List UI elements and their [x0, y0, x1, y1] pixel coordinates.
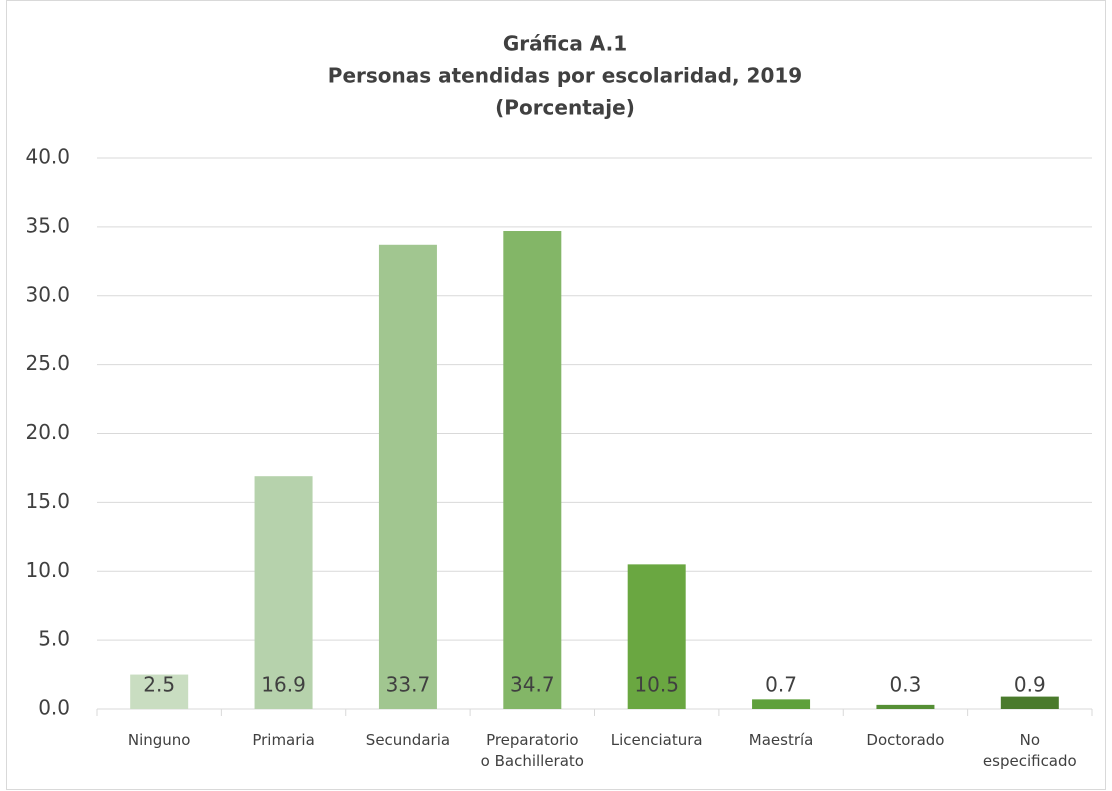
x-tick-label: Preparatorio o Bachillerato	[480, 731, 584, 770]
chart-title: (Porcentaje)	[495, 96, 635, 120]
data-label: 2.5	[143, 673, 175, 697]
data-label: 33.7	[386, 673, 431, 697]
x-tick-label: Primaria	[252, 731, 315, 749]
bar	[627, 564, 686, 709]
bar	[254, 476, 313, 709]
bar	[876, 704, 935, 709]
y-tick-label: 15.0	[25, 489, 70, 513]
x-tick-label: Secundaria	[365, 731, 451, 749]
y-tick-label: 20.0	[25, 420, 70, 444]
bar	[1000, 696, 1059, 709]
data-label: 0.7	[765, 673, 797, 697]
x-tick-label: No especificado	[982, 731, 1077, 770]
y-tick-label: 30.0	[25, 282, 70, 306]
chart-title: Gráfica A.1	[503, 32, 627, 56]
bar	[378, 244, 437, 709]
data-label: 10.5	[634, 673, 679, 697]
data-label: 0.3	[890, 673, 922, 697]
data-label: 34.7	[510, 673, 555, 697]
data-label: 0.9	[1014, 673, 1046, 697]
bar	[503, 231, 562, 709]
x-tick-label: Doctorado	[866, 731, 945, 749]
y-tick-label: 5.0	[38, 627, 70, 651]
x-tick-label: Ninguno	[127, 731, 191, 749]
data-label: 16.9	[261, 673, 306, 697]
y-tick-label: 0.0	[38, 696, 70, 720]
y-tick-label: 35.0	[25, 213, 70, 237]
chart-title: Personas atendidas por escolaridad, 2019	[328, 64, 802, 88]
y-tick-label: 10.0	[25, 558, 70, 582]
x-tick-label: Licenciatura	[610, 731, 703, 749]
bar	[752, 699, 811, 709]
y-tick-label: 25.0	[25, 351, 70, 375]
bar	[130, 674, 189, 709]
y-tick-label: 40.0	[25, 145, 70, 169]
x-tick-label: Maestría	[748, 731, 814, 749]
